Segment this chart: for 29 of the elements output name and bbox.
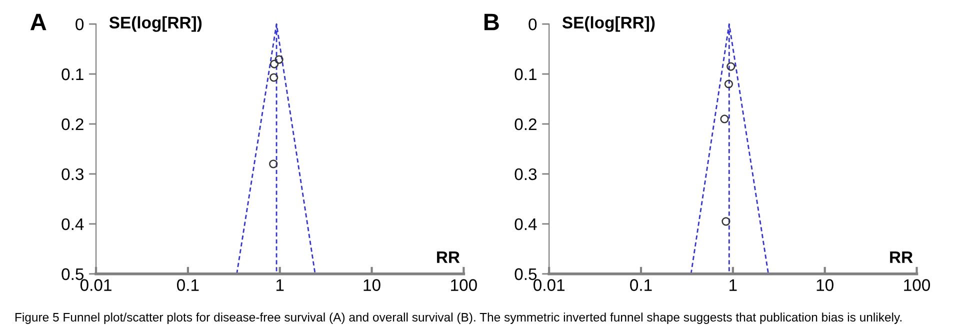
- y-tick-label: 0.5: [62, 268, 84, 280]
- y-tick-label: 0.5: [514, 268, 537, 280]
- x-tick-label: 0.01: [534, 279, 564, 291]
- y-axis-title: SE(log[RR]): [109, 16, 202, 32]
- x-tick-label: 100: [904, 279, 930, 291]
- y-tick-label: 0.4: [514, 218, 537, 230]
- y-tick-label: 0: [528, 18, 537, 30]
- x-tick-label: 1: [730, 279, 737, 291]
- y-tick-label: 0.4: [62, 218, 84, 230]
- y-tick-label: 0: [76, 18, 84, 30]
- y-tick-label: 0.3: [514, 168, 537, 180]
- x-tick-label: 1: [276, 279, 284, 291]
- y-tick-label: 0.2: [62, 118, 84, 130]
- caption: Figure 5 Funnel plot/scatter plots for disease-free survival (A) and overall survival (B). The symmetric inverted funnel shape suggests that publication bias is unlikely.: [15, 312, 902, 324]
- x-tick-label: 0.1: [177, 279, 199, 291]
- x-tick-label: 0.01: [80, 279, 112, 291]
- chart-title: B: [484, 14, 499, 30]
- y-axis-title: SE(log[RR]): [562, 16, 655, 32]
- x-axis-title: RR: [890, 251, 913, 263]
- x-tick-label: 10: [364, 279, 380, 291]
- y-tick-label: 0.3: [62, 168, 84, 180]
- x-tick-label: 100: [451, 279, 477, 291]
- x-tick-label: 10: [816, 279, 834, 291]
- y-tick-label: 0.1: [514, 68, 536, 80]
- x-axis-title: RR: [437, 251, 460, 263]
- y-tick-label: 0.1: [62, 68, 84, 80]
- chart-title: A: [30, 14, 46, 30]
- x-tick-label: 0.1: [630, 279, 652, 291]
- y-tick-label: 0.2: [514, 118, 536, 130]
